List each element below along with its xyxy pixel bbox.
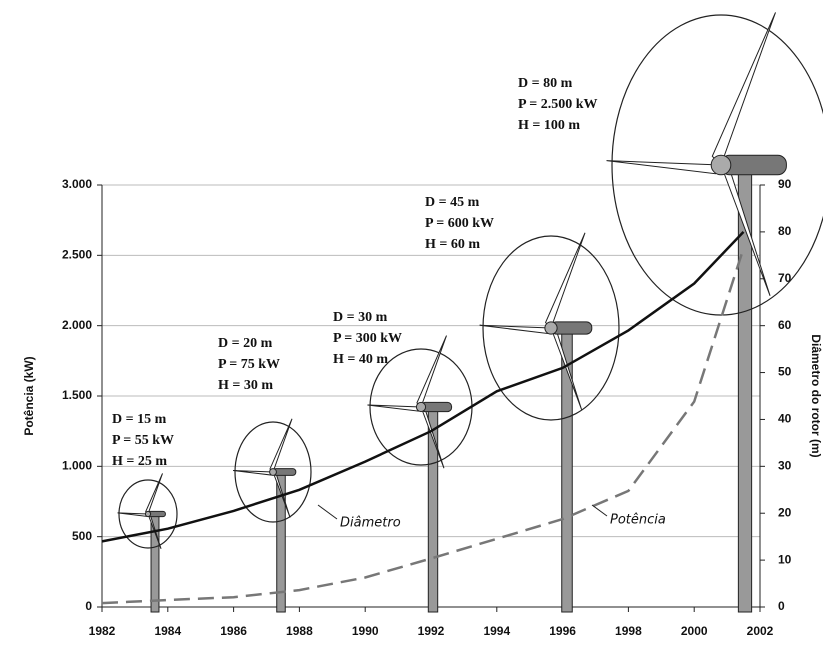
turbine — [233, 418, 312, 613]
y2-tick-label: 50 — [778, 365, 792, 379]
hub — [144, 510, 152, 518]
rotor-circle — [482, 235, 620, 421]
series-line — [101, 231, 745, 543]
series-line — [101, 247, 745, 605]
y2-tick-label: 20 — [778, 505, 792, 519]
x-tick-label: 1992 — [418, 624, 445, 638]
y-axis-label: Potência (kW) — [22, 356, 36, 435]
label-leader — [317, 504, 338, 520]
annotation: D = 15 m — [112, 412, 167, 427]
blade — [711, 12, 776, 166]
hub — [544, 321, 558, 335]
y2-tick-label: 70 — [778, 271, 792, 285]
x-tick-label: 2002 — [747, 624, 774, 638]
hub — [269, 468, 277, 476]
rotor-circle — [234, 421, 312, 523]
x-tick-label: 1994 — [483, 624, 510, 638]
annotation: D = 30 m — [333, 310, 388, 325]
x-tick-label: 1984 — [154, 624, 181, 638]
annotation: H = 30 m — [218, 378, 273, 393]
blade — [479, 324, 552, 334]
x-tick-label: 1990 — [352, 624, 379, 638]
turbine — [479, 232, 620, 613]
x-tick-label: 1996 — [549, 624, 576, 638]
y2-tick-label: 10 — [778, 552, 792, 566]
annotation: P = 2.500 kW — [518, 97, 598, 112]
blade — [367, 404, 422, 412]
y-tick-label: 2.000 — [62, 318, 92, 332]
annotation: H = 40 m — [333, 352, 388, 367]
y-tick-label: 1.500 — [62, 388, 92, 402]
turbine — [367, 335, 473, 613]
annotation: P = 75 kW — [218, 357, 280, 372]
blade — [269, 418, 293, 473]
x-tick-label: 1988 — [286, 624, 313, 638]
annotation: H = 100 m — [518, 118, 580, 133]
blade — [117, 512, 149, 517]
turbine — [117, 473, 178, 613]
y2-tick-label: 90 — [778, 177, 792, 191]
rotor-circle — [611, 14, 823, 316]
series-label: Diâmetro — [340, 516, 401, 531]
annotation: D = 45 m — [425, 195, 480, 210]
annotation: D = 20 m — [218, 336, 273, 351]
series-label: Potência — [610, 513, 666, 528]
annotation: P = 300 kW — [333, 331, 402, 346]
x-tick-label: 1986 — [220, 624, 247, 638]
annotation: D = 80 m — [518, 76, 573, 91]
hub — [710, 154, 732, 176]
y2-tick-label: 0 — [778, 599, 785, 613]
y-tick-label: 500 — [72, 529, 92, 543]
y-tick-label: 1.000 — [62, 459, 92, 473]
y2-tick-label: 60 — [778, 318, 792, 332]
x-tick-label: 1982 — [89, 624, 116, 638]
x-tick-label: 2000 — [681, 624, 708, 638]
y-tick-label: 2.500 — [62, 248, 92, 262]
y-tick-label: 3.000 — [62, 177, 92, 191]
blade — [544, 232, 586, 329]
x-tick-label: 1998 — [615, 624, 642, 638]
turbine — [606, 12, 823, 613]
y2-tick-label: 30 — [778, 459, 792, 473]
blade — [233, 469, 274, 476]
label-leader — [591, 504, 608, 517]
blade — [606, 160, 722, 175]
annotation: H = 60 m — [425, 237, 480, 252]
y-tick-label: 0 — [85, 599, 92, 613]
y2-tick-label: 40 — [778, 412, 792, 426]
annotation: P = 600 kW — [425, 216, 494, 231]
annotation: H = 25 m — [112, 454, 167, 469]
y2-axis-label: Diâmetro do rotor (m) — [809, 334, 823, 457]
annotation: P = 55 kW — [112, 433, 174, 448]
rotor-circle — [118, 479, 178, 549]
hub — [415, 401, 427, 413]
y2-tick-label: 80 — [778, 224, 792, 238]
